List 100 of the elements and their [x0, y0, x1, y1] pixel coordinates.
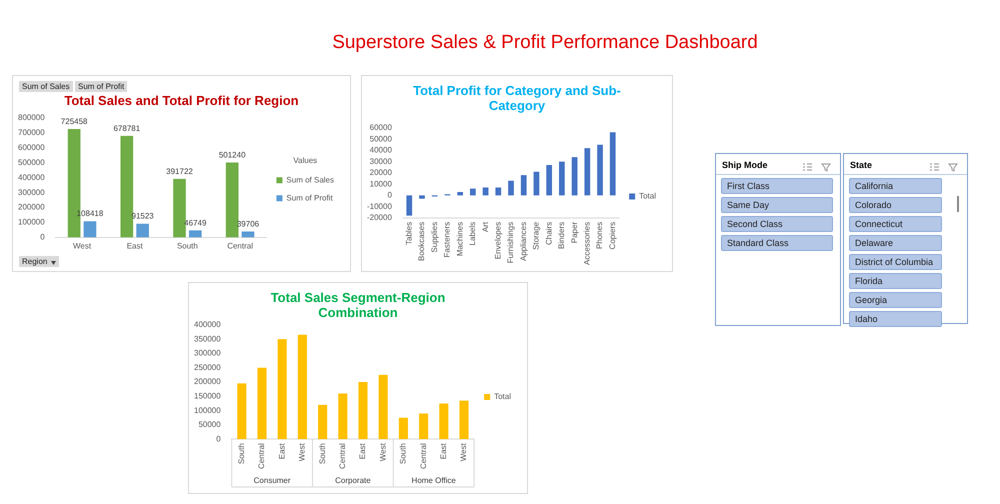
y-tick-label: -10000 — [366, 202, 392, 211]
bar — [419, 413, 428, 440]
x-tick-label: Phones — [595, 222, 604, 250]
text: Home Office — [412, 476, 456, 485]
bar — [298, 334, 307, 440]
text: Second Class — [721, 216, 833, 232]
x-tick-label: Supplies — [430, 222, 439, 253]
bar — [84, 221, 96, 238]
x-tick-label: South — [176, 241, 198, 250]
x-tick-label: Bookcases — [417, 222, 426, 262]
data-label: 391722 — [166, 166, 194, 176]
x-tick-label: Tables — [404, 222, 414, 245]
x-tick-label: Binders — [557, 222, 566, 249]
text: Delaware — [849, 235, 942, 251]
x-tick-label: South — [318, 443, 327, 464]
x-tick-label: Art — [480, 221, 490, 232]
bar — [242, 231, 254, 238]
x-tick-label: South — [237, 443, 246, 464]
bar — [257, 368, 267, 440]
y-tick-label: 350000 — [194, 334, 222, 344]
y-tick-label: 0 — [387, 190, 392, 200]
bar — [226, 162, 238, 238]
y-tick-label: -20000 — [366, 213, 392, 222]
y-tick-label: 0 — [40, 232, 46, 242]
text: First Class — [721, 178, 833, 194]
text: District of Columbia — [849, 254, 942, 270]
chart-title: Total Sales Segment-Region Combination — [270, 290, 446, 320]
text: Region — [19, 256, 60, 267]
bar — [419, 195, 425, 199]
y-tick-label: 300000 — [18, 188, 46, 197]
text: Colorado — [849, 197, 942, 213]
y-tick-label: 150000 — [194, 392, 222, 401]
data-label: 725458 — [60, 116, 88, 126]
y-tick-label: 30000 — [370, 156, 392, 166]
y-tick-label: 500000 — [18, 158, 46, 167]
legend-label: Total — [494, 392, 512, 402]
text: Sum of Sales — [19, 81, 73, 92]
x-tick-label: Fasteners — [442, 222, 452, 258]
x-tick-label: Labels — [468, 222, 478, 246]
x-tick-label: West — [459, 442, 468, 462]
y-tick-label: 10000 — [370, 179, 392, 188]
legend-title: Values — [293, 156, 318, 165]
text: Corporate — [335, 476, 372, 485]
x-tick-label: Chairs — [544, 222, 554, 245]
y-tick-label: 250000 — [194, 362, 222, 372]
bar — [120, 136, 134, 238]
text: Standard Class — [721, 235, 833, 251]
bar — [378, 374, 388, 440]
y-tick-label: 40000 — [370, 146, 392, 155]
bar — [508, 180, 514, 196]
bar — [173, 178, 186, 238]
bar — [338, 393, 348, 440]
y-tick-label: 200000 — [18, 202, 46, 212]
x-tick-label: Central — [227, 241, 254, 250]
x-tick-label: Central — [338, 442, 347, 470]
text: Connecticut — [849, 216, 942, 232]
x-tick-label: Envelopes — [493, 222, 502, 260]
chart-title: Total Sales and Total Profit for Region — [63, 93, 300, 108]
bar — [188, 230, 202, 238]
y-tick-label: 300000 — [194, 348, 222, 358]
y-tick-label: 400000 — [194, 320, 222, 330]
text: Superstore Sales & Profit Performance Dashboard — [331, 32, 759, 54]
bar — [457, 192, 463, 196]
y-tick-label: 0 — [216, 434, 222, 444]
x-tick-label: West — [378, 442, 388, 462]
x-tick-label: Copiers — [608, 222, 617, 250]
x-tick-label: Storage — [532, 221, 541, 250]
bar — [406, 195, 412, 216]
x-tick-label: East — [126, 241, 144, 250]
chart-title: Total Profit for Category and Sub-Category — [412, 83, 622, 113]
x-tick-label: South — [398, 443, 408, 464]
bar — [470, 188, 476, 196]
x-tick-label: West — [72, 241, 92, 250]
data-label: 678781 — [113, 124, 141, 133]
bar — [358, 382, 368, 440]
legend-label: Sum of Sales — [286, 176, 334, 185]
bar — [584, 148, 590, 196]
bar — [459, 400, 469, 440]
bar — [495, 187, 502, 196]
y-tick-label: 20000 — [370, 168, 392, 178]
y-tick-label: 100000 — [194, 406, 222, 415]
y-tick-label: 200000 — [194, 377, 222, 386]
x-tick-label: Accessories — [582, 222, 592, 265]
bar — [597, 144, 603, 196]
bar — [398, 418, 408, 440]
x-tick-label: East — [277, 442, 286, 460]
y-tick-label: 600000 — [18, 142, 46, 152]
y-tick-label: 100000 — [18, 218, 46, 227]
x-tick-label: Appliances — [518, 222, 528, 262]
x-tick-label: East — [358, 442, 368, 460]
bar — [534, 172, 540, 196]
bar — [439, 403, 448, 440]
y-tick-label: 50000 — [370, 134, 392, 144]
y-tick-label: 60000 — [370, 123, 392, 132]
bar — [610, 132, 616, 196]
y-tick-label: 700000 — [18, 128, 46, 137]
text: Same Day — [721, 197, 833, 213]
bar — [559, 162, 565, 196]
data-label: 501240 — [218, 150, 246, 160]
bar — [278, 339, 287, 440]
